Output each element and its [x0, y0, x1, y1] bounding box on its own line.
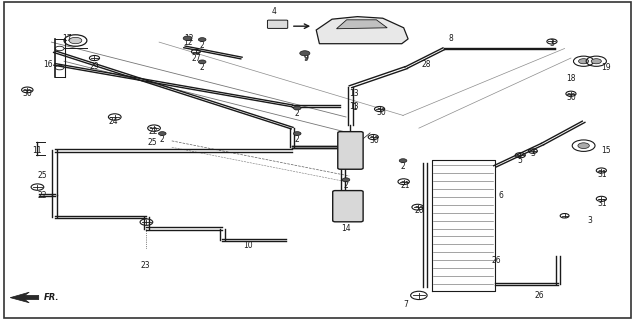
- Text: 18: 18: [566, 74, 576, 83]
- Text: 13: 13: [349, 102, 359, 111]
- Text: 27: 27: [191, 53, 201, 62]
- Circle shape: [591, 59, 601, 64]
- Circle shape: [198, 38, 206, 42]
- Circle shape: [578, 143, 589, 148]
- Text: FR.: FR.: [44, 293, 59, 302]
- Circle shape: [342, 178, 350, 182]
- Circle shape: [183, 36, 192, 41]
- Polygon shape: [316, 17, 408, 44]
- Polygon shape: [10, 292, 39, 303]
- Circle shape: [578, 59, 589, 64]
- Circle shape: [300, 51, 310, 56]
- Text: 9: 9: [304, 52, 309, 61]
- Circle shape: [159, 132, 166, 135]
- Text: 25: 25: [148, 138, 157, 147]
- Text: 22: 22: [37, 190, 46, 200]
- Text: 30: 30: [376, 108, 385, 117]
- Text: 26: 26: [535, 291, 544, 300]
- Text: 25: 25: [37, 172, 47, 180]
- Circle shape: [293, 106, 301, 110]
- Text: 32: 32: [347, 205, 357, 214]
- Text: 21: 21: [400, 181, 410, 190]
- Text: 3: 3: [549, 39, 554, 48]
- Text: 13: 13: [349, 89, 359, 98]
- Text: 2: 2: [160, 135, 164, 144]
- Text: 26: 26: [491, 256, 501, 265]
- Text: 29: 29: [90, 61, 99, 70]
- Text: 6: 6: [499, 190, 504, 200]
- Text: 1: 1: [352, 103, 357, 112]
- Text: 2: 2: [344, 181, 349, 190]
- Text: 28: 28: [422, 60, 431, 69]
- Text: 14: 14: [341, 224, 351, 233]
- Circle shape: [399, 159, 407, 163]
- Text: 7: 7: [404, 300, 409, 309]
- Circle shape: [198, 60, 206, 64]
- Text: 23: 23: [140, 261, 150, 270]
- Text: 3: 3: [587, 216, 592, 225]
- Text: 31: 31: [598, 198, 608, 207]
- Text: 16: 16: [43, 60, 53, 69]
- Text: 24: 24: [109, 117, 118, 126]
- Text: 4: 4: [272, 7, 277, 16]
- Text: 22: 22: [148, 127, 157, 136]
- Text: 11: 11: [32, 146, 42, 155]
- Text: 30: 30: [22, 89, 32, 98]
- Text: 17: 17: [62, 35, 72, 44]
- Text: 15: 15: [601, 146, 611, 155]
- Text: 31: 31: [598, 170, 608, 179]
- Text: 10: 10: [243, 241, 253, 250]
- Text: 8: 8: [448, 35, 453, 44]
- FancyBboxPatch shape: [338, 132, 363, 169]
- Text: 12: 12: [184, 34, 194, 43]
- Text: 30: 30: [370, 136, 379, 145]
- Text: 2: 2: [295, 135, 300, 144]
- Text: 20: 20: [414, 206, 424, 215]
- Polygon shape: [337, 20, 387, 29]
- Text: 12: 12: [183, 38, 192, 47]
- Circle shape: [69, 37, 82, 44]
- FancyBboxPatch shape: [267, 20, 288, 28]
- Text: 30: 30: [566, 93, 576, 102]
- Text: 2: 2: [200, 63, 204, 72]
- Text: 2: 2: [295, 109, 300, 118]
- Text: 19: 19: [601, 63, 611, 72]
- FancyBboxPatch shape: [333, 191, 363, 222]
- Text: 2: 2: [200, 41, 204, 50]
- Text: 2: 2: [401, 162, 405, 171]
- Text: 9: 9: [304, 53, 309, 62]
- Text: 5: 5: [518, 156, 523, 164]
- Circle shape: [293, 132, 301, 135]
- Text: 3: 3: [530, 149, 535, 158]
